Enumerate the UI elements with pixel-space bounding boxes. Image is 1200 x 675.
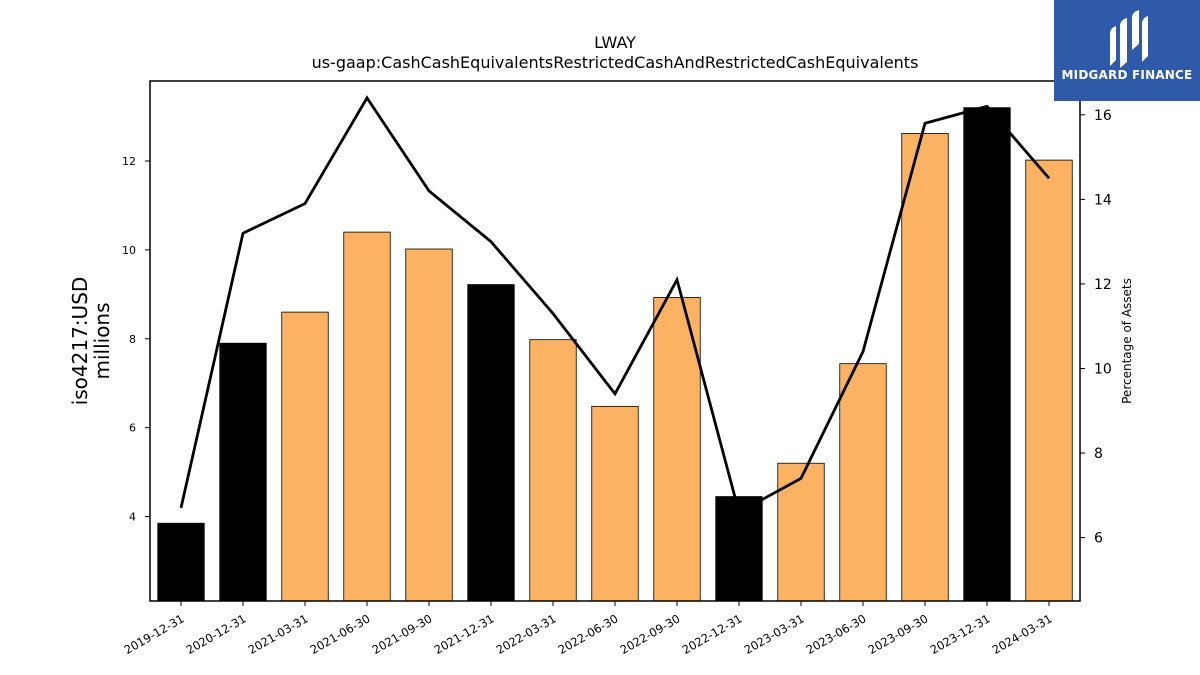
bar: [839, 363, 887, 602]
line-series: [179, 95, 1051, 515]
y-right-tick-label: 16: [1094, 108, 1112, 124]
y-tick-label: 10: [122, 244, 136, 257]
bar: [963, 107, 1011, 602]
y-right-axis-label: Percentage of Assets: [1120, 278, 1134, 404]
x-tick-label: 2019-12-31: [122, 611, 187, 657]
series-line: [179, 95, 1051, 515]
bar: [157, 522, 205, 602]
bar: [219, 342, 267, 602]
y-right-tick-label: 10: [1094, 361, 1112, 377]
y-tick-label: 4: [129, 511, 136, 524]
bar: [715, 496, 763, 602]
bar: [281, 311, 329, 602]
x-tick-label: 2021-03-31: [246, 611, 311, 657]
bar: [777, 462, 825, 602]
x-tick-label: 2023-06-30: [804, 611, 869, 657]
bar: [591, 405, 639, 602]
bar: [529, 339, 577, 602]
y-axis-label: iso4217:USDmillions: [68, 277, 114, 406]
x-tick-label: 2020-12-31: [184, 611, 249, 657]
y-tick-label: 6: [129, 422, 136, 435]
x-tick-label: 2021-09-30: [370, 611, 435, 657]
x-tick-label: 2023-12-31: [928, 611, 993, 657]
bar: [1025, 159, 1073, 602]
y-right-tick-label: 14: [1094, 192, 1112, 208]
x-tick-label: 2021-12-31: [432, 611, 497, 657]
x-tick-label: 2021-06-30: [308, 611, 373, 657]
bar: [343, 231, 391, 602]
y-right-tick-label: 8: [1094, 446, 1103, 462]
chart-subtitle: us-gaap:CashCashEquivalentsRestrictedCas…: [312, 53, 919, 72]
bar-series: [157, 107, 1073, 602]
bar: [653, 297, 701, 602]
x-tick-label: 2022-03-31: [494, 611, 559, 657]
y-right-tick-label: 12: [1094, 277, 1112, 293]
x-tick-label: 2023-09-30: [866, 611, 931, 657]
y-right-tick-label: 6: [1094, 531, 1103, 547]
y-tick-label: 12: [122, 155, 136, 168]
x-tick-label: 2022-09-30: [618, 611, 683, 657]
x-tick-label: 2023-03-31: [742, 611, 807, 657]
x-tick-label: 2022-06-30: [556, 611, 621, 657]
brand-logo: MIDGARD FINANCE: [1054, 0, 1200, 101]
bar: [467, 284, 515, 602]
bar: [405, 248, 453, 602]
logo-text: MIDGARD FINANCE: [1061, 68, 1193, 82]
x-tick-label: 2022-12-31: [680, 611, 745, 657]
x-tick-label: 2024-03-31: [990, 611, 1055, 657]
logo-mark-icon: [1110, 10, 1148, 68]
chart-title: LWAY: [594, 33, 636, 52]
y-tick-label: 8: [129, 333, 136, 346]
bar: [901, 133, 949, 602]
